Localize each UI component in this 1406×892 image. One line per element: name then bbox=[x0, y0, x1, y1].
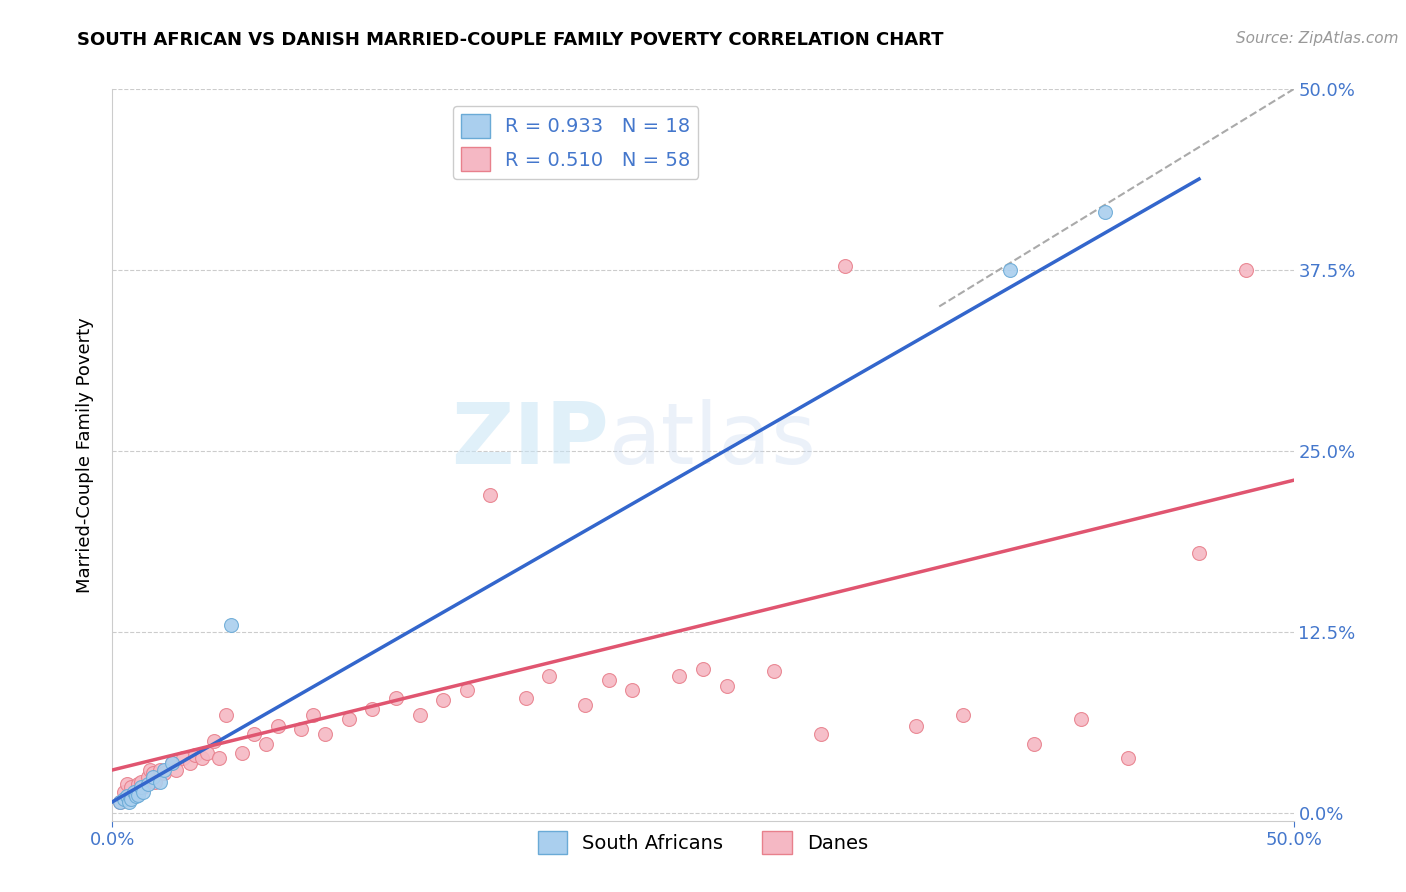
Text: ZIP: ZIP bbox=[451, 399, 609, 482]
Point bbox=[1094, 205, 1116, 219]
Point bbox=[432, 693, 454, 707]
Point bbox=[834, 259, 856, 273]
Point bbox=[120, 792, 142, 806]
Point bbox=[208, 751, 231, 765]
Point bbox=[132, 780, 155, 795]
Point bbox=[165, 763, 187, 777]
Point bbox=[1116, 751, 1139, 765]
Point bbox=[598, 673, 620, 687]
Point bbox=[692, 662, 714, 676]
Point bbox=[904, 719, 927, 733]
Point bbox=[120, 780, 142, 795]
Point bbox=[515, 690, 537, 705]
Point bbox=[716, 679, 738, 693]
Point bbox=[762, 665, 785, 679]
Point bbox=[1070, 712, 1092, 726]
Point bbox=[538, 669, 561, 683]
Point bbox=[149, 774, 172, 789]
Point bbox=[129, 780, 152, 795]
Point bbox=[172, 751, 194, 765]
Point bbox=[1234, 263, 1257, 277]
Point bbox=[149, 763, 172, 777]
Point bbox=[142, 770, 165, 784]
Point bbox=[219, 618, 242, 632]
Point bbox=[129, 774, 152, 789]
Point bbox=[1188, 546, 1211, 560]
Point bbox=[621, 683, 644, 698]
Point bbox=[132, 785, 155, 799]
Point bbox=[215, 707, 238, 722]
Point bbox=[153, 765, 176, 780]
Point bbox=[136, 770, 159, 784]
Point bbox=[179, 756, 201, 770]
Y-axis label: Married-Couple Family Poverty: Married-Couple Family Poverty bbox=[76, 317, 94, 593]
Point bbox=[122, 785, 145, 799]
Point bbox=[810, 727, 832, 741]
Point bbox=[115, 789, 138, 803]
Point bbox=[112, 785, 135, 799]
Point bbox=[195, 746, 218, 760]
Point bbox=[337, 712, 360, 726]
Text: Source: ZipAtlas.com: Source: ZipAtlas.com bbox=[1236, 31, 1399, 46]
Point bbox=[142, 765, 165, 780]
Legend: South Africans, Danes: South Africans, Danes bbox=[530, 822, 876, 863]
Point bbox=[118, 795, 141, 809]
Point bbox=[1022, 737, 1045, 751]
Point bbox=[668, 669, 690, 683]
Point bbox=[408, 707, 430, 722]
Point bbox=[125, 789, 148, 803]
Point bbox=[574, 698, 596, 712]
Point bbox=[302, 707, 325, 722]
Point bbox=[122, 789, 145, 803]
Point bbox=[243, 727, 266, 741]
Point bbox=[456, 683, 478, 698]
Point bbox=[125, 785, 148, 799]
Point bbox=[108, 795, 131, 809]
Point bbox=[254, 737, 277, 751]
Point bbox=[143, 774, 166, 789]
Point bbox=[267, 719, 290, 733]
Point bbox=[118, 792, 141, 806]
Point bbox=[184, 748, 207, 763]
Point bbox=[136, 777, 159, 791]
Point bbox=[108, 795, 131, 809]
Point bbox=[361, 702, 384, 716]
Point bbox=[115, 777, 138, 791]
Point bbox=[290, 723, 312, 737]
Point bbox=[231, 746, 253, 760]
Point bbox=[153, 763, 176, 777]
Point bbox=[160, 756, 183, 770]
Point bbox=[385, 690, 408, 705]
Point bbox=[314, 727, 336, 741]
Point bbox=[112, 792, 135, 806]
Point bbox=[998, 263, 1021, 277]
Point bbox=[127, 788, 149, 802]
Point bbox=[160, 756, 183, 770]
Point bbox=[479, 488, 502, 502]
Point bbox=[139, 763, 162, 777]
Point bbox=[191, 751, 214, 765]
Point bbox=[127, 777, 149, 791]
Text: SOUTH AFRICAN VS DANISH MARRIED-COUPLE FAMILY POVERTY CORRELATION CHART: SOUTH AFRICAN VS DANISH MARRIED-COUPLE F… bbox=[77, 31, 943, 49]
Point bbox=[202, 734, 225, 748]
Point bbox=[952, 707, 974, 722]
Text: atlas: atlas bbox=[609, 399, 817, 482]
